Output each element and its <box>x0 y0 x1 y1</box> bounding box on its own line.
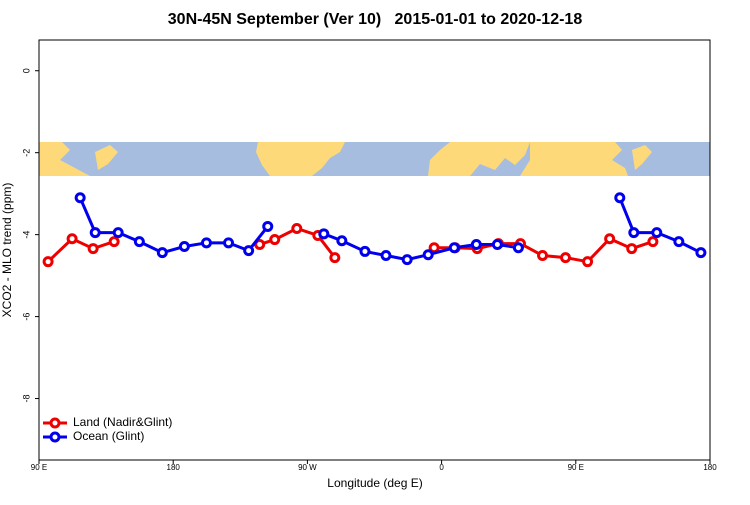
x-axis-label: Longitude (deg E) <box>327 476 422 490</box>
x-tick-label: 0 <box>439 463 444 472</box>
y-tick-label: -8 <box>21 395 31 403</box>
y-tick-label: -4 <box>21 231 31 239</box>
legend-label: Ocean (Glint) <box>73 429 144 443</box>
land <box>428 142 530 176</box>
point <box>133 236 145 248</box>
point <box>108 236 120 248</box>
point <box>626 243 638 255</box>
point <box>178 241 190 253</box>
point <box>647 236 659 248</box>
legend-entry: Land (Nadir&Glint) <box>43 415 172 429</box>
point <box>74 192 86 204</box>
x-tick-label: 90 W <box>298 463 317 472</box>
point <box>422 249 434 261</box>
y-axis-label: XCO2 - MLO trend (ppm) <box>0 183 14 318</box>
point <box>359 245 371 257</box>
point <box>254 238 266 250</box>
point <box>448 242 460 254</box>
point <box>512 242 524 254</box>
plot-frame <box>38 39 711 461</box>
point <box>156 247 168 259</box>
map-band <box>39 142 710 176</box>
point <box>87 243 99 255</box>
point <box>243 245 255 257</box>
legend-marker <box>49 417 61 429</box>
point <box>269 234 281 246</box>
point <box>651 227 663 239</box>
point <box>491 238 503 250</box>
x-tick-label: 180 <box>703 463 717 472</box>
legend-marker <box>49 431 61 443</box>
y-tick-label: -2 <box>21 149 31 157</box>
point <box>42 256 54 268</box>
point <box>673 236 685 248</box>
point <box>89 227 101 239</box>
legend-entry: Ocean (Glint) <box>43 429 144 443</box>
point <box>470 238 482 250</box>
y-tick-label: 0 <box>21 68 31 73</box>
point <box>200 237 212 249</box>
land <box>632 145 652 170</box>
point <box>604 233 616 245</box>
point <box>560 252 572 264</box>
point <box>291 222 303 234</box>
x-tick-label: 180 <box>167 463 181 472</box>
chart-title: 30N-45N September (Ver 10) 2015-01-01 to… <box>168 11 583 28</box>
point <box>695 247 707 259</box>
x-tick-label: 90 E <box>31 463 47 472</box>
point <box>614 192 626 204</box>
land <box>256 142 345 176</box>
point <box>537 250 549 262</box>
land <box>520 142 628 176</box>
point <box>582 256 594 268</box>
point <box>262 220 274 232</box>
point <box>66 233 78 245</box>
land <box>95 145 118 170</box>
point <box>336 235 348 247</box>
point <box>401 254 413 266</box>
point <box>318 228 330 240</box>
land <box>39 142 90 176</box>
point <box>628 227 640 239</box>
y-tick-label: -6 <box>21 313 31 321</box>
legend-label: Land (Nadir&Glint) <box>73 415 172 429</box>
x-tick-label: 90 E <box>568 463 584 472</box>
point <box>329 252 341 264</box>
point <box>223 237 235 249</box>
point <box>112 227 124 239</box>
point <box>380 250 392 262</box>
